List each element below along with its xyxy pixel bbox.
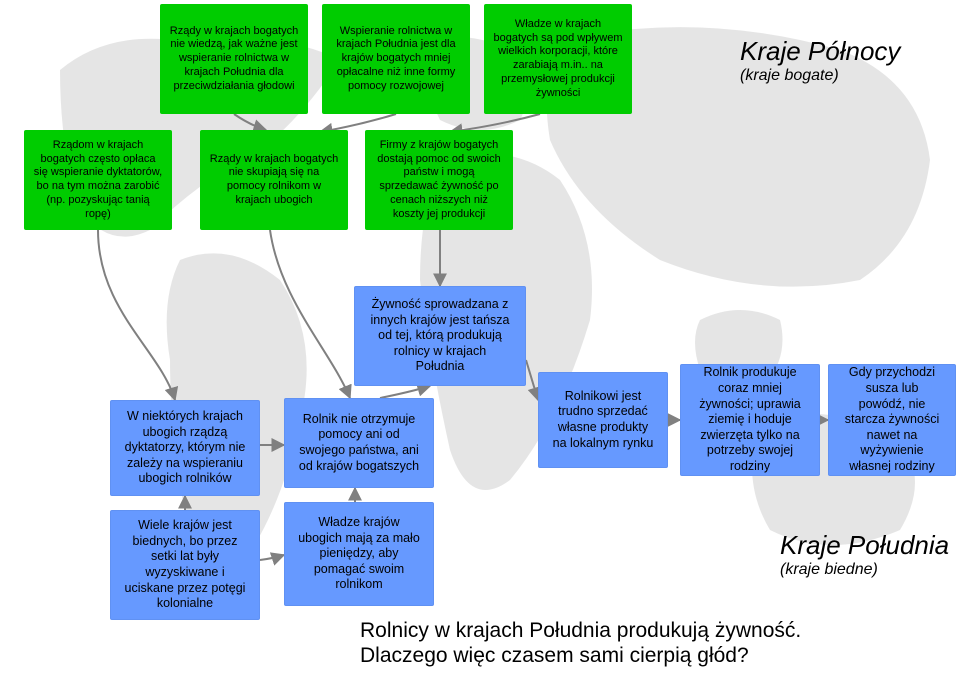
title-north-sub: (kraje bogate) xyxy=(740,67,900,85)
title-north: Kraje Północy (kraje bogate) xyxy=(740,36,900,85)
text: Żywność sprowadzana z innych krajów jest… xyxy=(368,297,512,375)
south-box-less-output: Rolnik produkuje coraz mniej żywności; u… xyxy=(680,364,820,476)
bottom-question: Rolnicy w krajach Południa produkują żyw… xyxy=(360,618,801,668)
text: Gdy przychodzi susza lub powódź, nie sta… xyxy=(842,365,942,474)
title-north-main: Kraje Północy xyxy=(740,36,900,67)
north-box-dictators: Rządom w krajach bogatych często opłaca … xyxy=(24,130,172,230)
north-box-corporations: Władze w krajach bogatych są pod wpływem… xyxy=(484,4,632,114)
title-south: Kraje Południa (kraje biedne) xyxy=(780,530,949,579)
north-box-profitability: Wspieranie rolnictwa w krajach Południa … xyxy=(322,4,470,114)
text: Władze w krajach bogatych są pod wpływem… xyxy=(492,18,624,101)
text: Rządy w krajach bogatych nie skupiają si… xyxy=(208,153,340,208)
north-box-subsidies: Firmy z krajów bogatych dostają pomoc od… xyxy=(365,130,513,230)
text: Rządy w krajach bogatych nie wiedzą, jak… xyxy=(168,25,300,94)
text: Rządom w krajach bogatych często opłaca … xyxy=(32,139,164,222)
diagram-stage: Rządy w krajach bogatych nie wiedzą, jak… xyxy=(0,0,959,672)
text: Wiele krajów jest biednych, bo przez set… xyxy=(124,518,246,612)
title-south-main: Kraje Południa xyxy=(780,530,949,561)
north-box-awareness: Rządy w krajach bogatych nie wiedzą, jak… xyxy=(160,4,308,114)
south-box-dictators: W niektórych krajach ubogich rządzą dykt… xyxy=(110,400,260,496)
text: Rolnik produkuje coraz mniej żywności; u… xyxy=(694,365,806,474)
south-box-colonial: Wiele krajów jest biednych, bo przez set… xyxy=(110,510,260,620)
bottom-question-line2: Dlaczego więc czasem sami cierpią głód? xyxy=(360,643,801,668)
text: W niektórych krajach ubogich rządzą dykt… xyxy=(124,409,246,487)
bottom-question-line1: Rolnicy w krajach Południa produkują żyw… xyxy=(360,618,801,643)
north-box-focus: Rządy w krajach bogatych nie skupiają si… xyxy=(200,130,348,230)
south-box-hard-sell: Rolnikowi jest trudno sprzedać własne pr… xyxy=(538,372,668,468)
text: Wspieranie rolnictwa w krajach Południa … xyxy=(330,25,462,94)
south-box-no-money: Władze krajów ubogich mają za mało pieni… xyxy=(284,502,434,606)
south-box-cheap-food: Żywność sprowadzana z innych krajów jest… xyxy=(354,286,526,386)
south-box-famine: Gdy przychodzi susza lub powódź, nie sta… xyxy=(828,364,956,476)
text: Władze krajów ubogich mają za mało pieni… xyxy=(298,515,420,593)
text: Rolnik nie otrzymuje pomocy ani od swoje… xyxy=(298,412,420,475)
south-box-no-help: Rolnik nie otrzymuje pomocy ani od swoje… xyxy=(284,398,434,488)
title-south-sub: (kraje biedne) xyxy=(780,561,949,579)
text: Rolnikowi jest trudno sprzedać własne pr… xyxy=(552,389,654,452)
text: Firmy z krajów bogatych dostają pomoc od… xyxy=(373,139,505,222)
